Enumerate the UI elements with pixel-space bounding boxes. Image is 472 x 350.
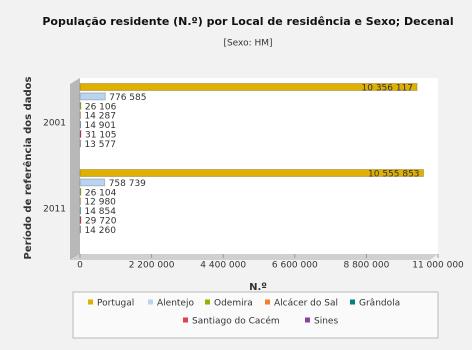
bar xyxy=(79,216,82,224)
chart-title: População residente (N.º) por Local de r… xyxy=(42,15,453,28)
legend-box xyxy=(72,291,439,339)
legend-swatch xyxy=(148,299,153,305)
x-tick-label: 11 000 000 xyxy=(412,261,464,271)
chart-subtitle: [Sexo: HM] xyxy=(223,39,272,49)
bar xyxy=(79,169,425,177)
y-tick-label: 2001 xyxy=(43,119,66,129)
value-label: 776 585 xyxy=(109,93,146,103)
legend-label: Alcácer do Sal xyxy=(274,299,338,309)
y-tick-label: 2011 xyxy=(43,205,66,215)
legend-swatch xyxy=(88,299,93,305)
value-label: 31 105 xyxy=(85,131,117,141)
value-label: 26 104 xyxy=(85,188,117,198)
x-tick-label: 8 800 000 xyxy=(343,261,389,271)
legend-label: Portugal xyxy=(97,299,134,309)
legend-label: Grândola xyxy=(359,299,400,309)
bar xyxy=(79,83,418,91)
legend-label: Alentejo xyxy=(157,299,194,309)
value-label: 10 356 117 xyxy=(362,84,414,94)
bar xyxy=(79,178,106,187)
legend-label: Odemira xyxy=(214,299,253,309)
y-axis-label: Período de referência dos dados xyxy=(22,77,34,260)
value-label: 14 260 xyxy=(84,226,116,236)
side-wall xyxy=(70,78,80,260)
value-label: 13 577 xyxy=(84,140,116,150)
legend-swatch xyxy=(183,317,188,323)
x-tick-label: 4 400 000 xyxy=(200,261,246,271)
x-tick-label: 2 200 000 xyxy=(129,261,175,271)
x-axis-label: N.º xyxy=(249,282,267,293)
floor xyxy=(70,254,438,260)
x-tick-label: 6 600 000 xyxy=(272,261,318,271)
value-label: 14 901 xyxy=(84,121,116,131)
value-label: 26 106 xyxy=(85,102,117,112)
bar xyxy=(79,92,106,101)
value-label: 10 555 853 xyxy=(368,170,420,180)
plot-area xyxy=(80,78,438,254)
value-label: 14 854 xyxy=(84,207,116,217)
legend-swatch xyxy=(305,317,310,323)
bar xyxy=(79,187,82,196)
legend-label: Sines xyxy=(314,317,338,327)
value-label: 14 287 xyxy=(84,112,116,122)
bar xyxy=(79,101,82,110)
value-label: 758 739 xyxy=(109,179,146,189)
value-label: 12 980 xyxy=(84,198,116,208)
legend-swatch xyxy=(265,299,270,305)
legend-label: Santiago do Cacém xyxy=(192,316,280,327)
value-label: 29 720 xyxy=(85,217,117,227)
x-tick-label: 0 xyxy=(77,261,83,271)
bar xyxy=(79,130,82,138)
legend-swatch xyxy=(350,299,355,305)
legend-swatch xyxy=(205,299,210,305)
